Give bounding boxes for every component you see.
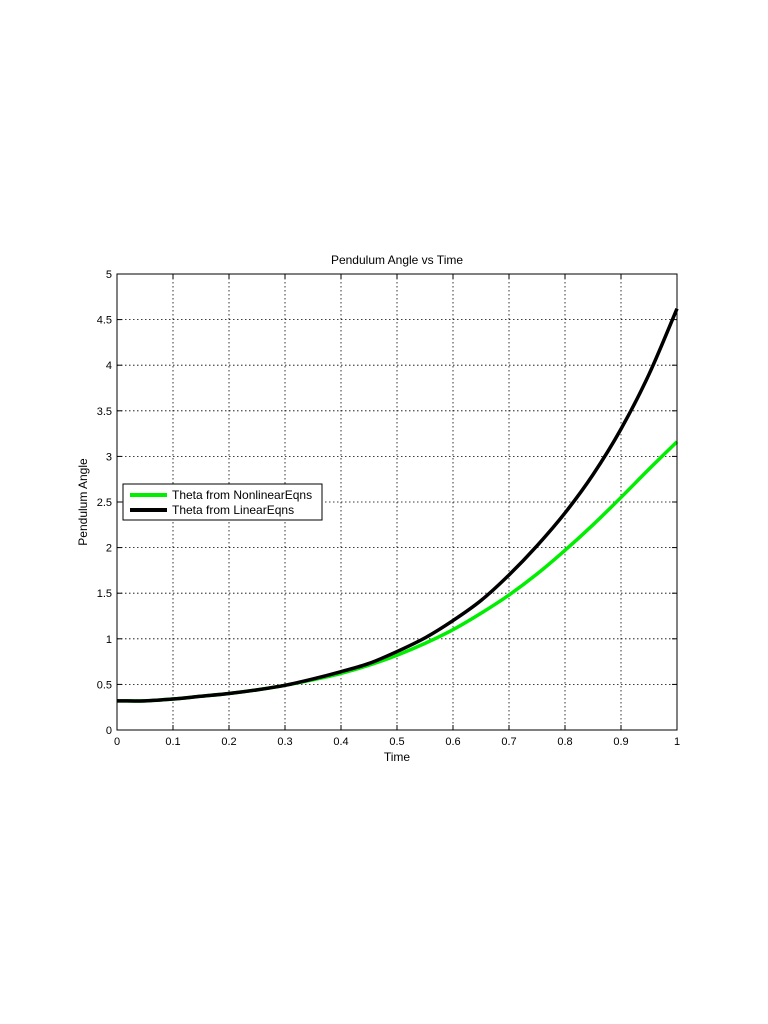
legend: Theta from NonlinearEqns Theta from Line… xyxy=(122,483,323,521)
x-tick-label: 0.9 xyxy=(613,736,628,748)
x-tick-label: 0 xyxy=(114,736,120,748)
chart-title: Pendulum Angle vs Time xyxy=(331,253,463,267)
grid-layer xyxy=(117,274,677,730)
series-line-linear xyxy=(116,307,679,703)
x-tick-label: 0.5 xyxy=(389,736,404,748)
y-tick-label: 5 xyxy=(106,269,112,281)
legend-label-linear: Theta from LinearEqns xyxy=(172,503,294,517)
x-tick-label: 0.4 xyxy=(333,736,348,748)
y-tick-label: 1 xyxy=(106,634,112,646)
tick-layer: 0 0.1 0.2 0.3 0.4 0.5 0.6 0.7 0.8 0.9 1 0 0.5 1 1.5 2 2.… xyxy=(97,269,680,748)
y-axis-label: Pendulum Angle xyxy=(76,458,90,546)
x-tick-label: 0.1 xyxy=(165,736,180,748)
legend-box xyxy=(122,483,323,521)
y-tick-label: 2.5 xyxy=(97,497,112,509)
x-tick-label: 0.2 xyxy=(221,736,236,748)
x-tick-label: 0.6 xyxy=(445,736,460,748)
y-tick-label: 4 xyxy=(106,360,112,372)
series-layer xyxy=(116,307,679,703)
y-tick-label: 0 xyxy=(106,725,112,737)
x-axis-label: Time xyxy=(384,750,411,764)
x-tick-label: 0.3 xyxy=(277,736,292,748)
y-tick-label: 4.5 xyxy=(97,315,112,327)
y-tick-label: 2 xyxy=(106,543,112,555)
x-tick-label: 0.7 xyxy=(501,736,516,748)
x-tick-label: 1 xyxy=(674,736,680,748)
y-tick-label: 0.5 xyxy=(97,679,112,691)
y-tick-label: 3 xyxy=(106,451,112,463)
legend-label-nonlinear: Theta from NonlinearEqns xyxy=(172,488,312,502)
y-tick-label: 1.5 xyxy=(97,588,112,600)
x-tick-label: 0.8 xyxy=(557,736,572,748)
y-tick-label: 3.5 xyxy=(97,406,112,418)
